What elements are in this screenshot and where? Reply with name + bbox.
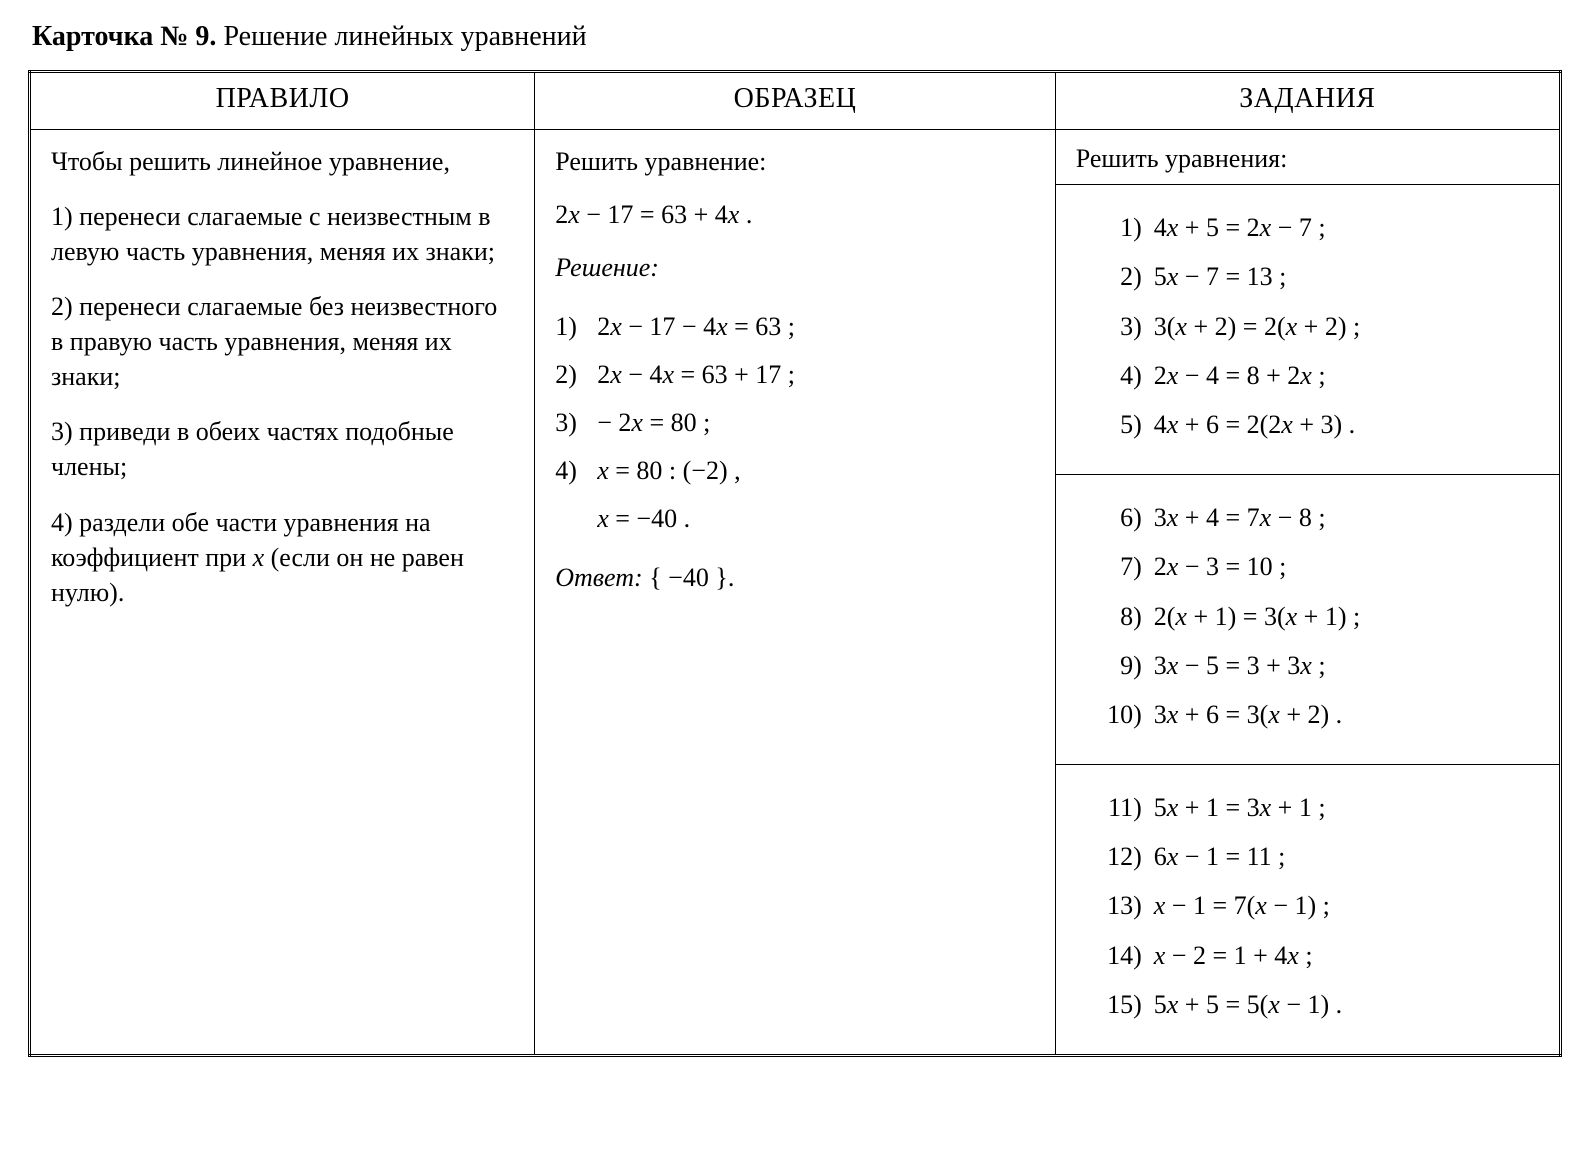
rule-step: 1) перенеси слагаемые с не­известным в л…	[51, 199, 514, 269]
solution-step: x = −40 .	[555, 495, 1035, 543]
task-item: 14)x − 2 = 1 + 4x ;	[1086, 931, 1541, 980]
task-item: 8)2(x + 1) = 3(x + 1) ;	[1086, 592, 1541, 641]
task-list: 11)5x + 1 = 3x + 1 ; 12)6x − 1 = 11 ; 13…	[1086, 783, 1541, 1030]
rule-step: 2) перенеси слагаемые без неизвестного в…	[51, 289, 514, 394]
solution-step: 4)x = 80 : (−2) ,	[555, 447, 1035, 495]
task-item: 12)6x − 1 = 11 ;	[1086, 832, 1541, 881]
card-number: Карточка № 9.	[32, 21, 216, 52]
worksheet-page: Карточка № 9. Решение линейных уравнений…	[0, 0, 1590, 1097]
task-item: 3)3(x + 2) = 2(x + 2) ;	[1086, 302, 1541, 351]
task-item: 6)3x + 4 = 7x − 8 ;	[1086, 493, 1541, 542]
header-tasks: ЗАДАНИЯ	[1055, 71, 1560, 129]
rule-step: 3) приведи в обеих частях подобные члены…	[51, 414, 514, 484]
tasks-block-3: 11)5x + 1 = 3x + 1 ; 12)6x − 1 = 11 ; 13…	[1055, 764, 1560, 1055]
card-subtitle: Решение линейных уравнений	[216, 21, 586, 52]
sample-equation: 2x − 17 = 63 + 4x .	[555, 197, 1035, 232]
table-header-row: ПРАВИЛО ОБРАЗЕЦ ЗАДАНИЯ	[30, 71, 1561, 129]
header-rule: ПРАВИЛО	[30, 71, 535, 129]
task-item: 13)x − 1 = 7(x − 1) ;	[1086, 881, 1541, 930]
rule-intro: Чтобы решить линейное уравнение,	[51, 144, 514, 179]
task-item: 7)2x − 3 = 10 ;	[1086, 542, 1541, 591]
solution-steps: 1)2x − 17 − 4x = 63 ; 2)2x − 4x = 63 + 1…	[555, 303, 1035, 543]
task-item: 1)4x + 5 = 2x − 7 ;	[1086, 203, 1541, 252]
rule-step: 4) раздели обе части уравне­ния на коэфф…	[51, 505, 514, 610]
answer-line: Ответ: { −40 }.	[555, 560, 1035, 595]
task-item: 10)3x + 6 = 3(x + 2) .	[1086, 690, 1541, 739]
task-list: 1)4x + 5 = 2x − 7 ; 2)5x − 7 = 13 ; 3)3(…	[1086, 203, 1541, 450]
task-item: 11)5x + 1 = 3x + 1 ;	[1086, 783, 1541, 832]
rule-cell: Чтобы решить линейное уравнение, 1) пере…	[30, 129, 535, 1055]
solution-label: Решение:	[555, 253, 659, 282]
solution-step: 1)2x − 17 − 4x = 63 ;	[555, 303, 1035, 351]
header-sample: ОБРАЗЕЦ	[535, 71, 1056, 129]
task-item: 9)3x − 5 = 3 + 3x ;	[1086, 641, 1541, 690]
tasks-block-1: 1)4x + 5 = 2x − 7 ; 2)5x − 7 = 13 ; 3)3(…	[1055, 184, 1560, 474]
solution-step: 2)2x − 4x = 63 + 17 ;	[555, 351, 1035, 399]
tasks-block-2: 6)3x + 4 = 7x − 8 ; 7)2x − 3 = 10 ; 8)2(…	[1055, 474, 1560, 764]
card-title: Карточка № 9. Решение линейных уравнений	[32, 18, 1562, 56]
sample-cell: Решить уравнение: 2x − 17 = 63 + 4x . Ре…	[535, 129, 1056, 1055]
task-item: 2)5x − 7 = 13 ;	[1086, 252, 1541, 301]
task-list: 6)3x + 4 = 7x − 8 ; 7)2x − 3 = 10 ; 8)2(…	[1086, 493, 1541, 740]
tasks-prompt-cell: Решить уравнения:	[1055, 129, 1560, 184]
sample-prompt: Решить уравнение:	[555, 144, 1035, 179]
tasks-prompt: Решить уравнения:	[1076, 144, 1288, 173]
solution-step: 3)− 2x = 80 ;	[555, 399, 1035, 447]
task-item: 4)2x − 4 = 8 + 2x ;	[1086, 351, 1541, 400]
task-item: 5)4x + 6 = 2(2x + 3) .	[1086, 400, 1541, 449]
task-item: 15)5x + 5 = 5(x − 1) .	[1086, 980, 1541, 1029]
table-row: Чтобы решить линейное уравнение, 1) пере…	[30, 129, 1561, 184]
worksheet-table: ПРАВИЛО ОБРАЗЕЦ ЗАДАНИЯ Чтобы решить лин…	[28, 70, 1562, 1057]
